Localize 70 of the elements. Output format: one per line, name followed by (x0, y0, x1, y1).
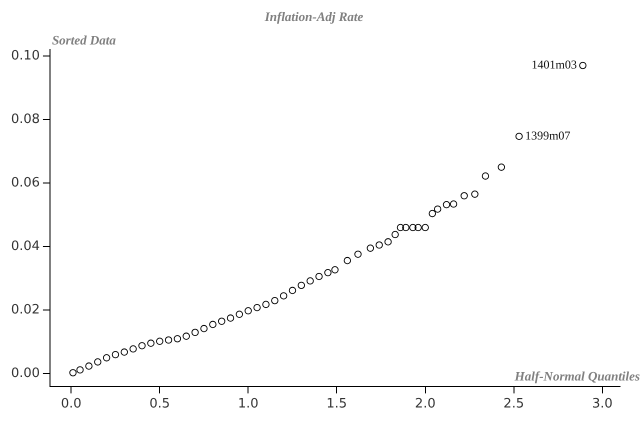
y-tick-label: 0.00 (10, 366, 40, 382)
point (306, 277, 314, 285)
point (298, 282, 305, 290)
point (191, 328, 199, 336)
point (288, 286, 296, 294)
point (579, 62, 586, 70)
x-tick-label: 2.5 (503, 396, 524, 412)
point (482, 172, 490, 180)
point (315, 272, 323, 280)
y-tick-label: 0.06 (10, 175, 40, 190)
point (280, 292, 288, 300)
point (174, 335, 182, 342)
point (450, 200, 458, 208)
y-tick-label: 0.10 (10, 48, 40, 64)
y-tick-label: 0.02 (10, 302, 40, 318)
point (76, 366, 84, 374)
point (130, 345, 137, 353)
point (442, 201, 450, 208)
point (200, 324, 208, 332)
point (344, 256, 352, 264)
annotation: 1401m03 (531, 58, 577, 72)
point (434, 205, 442, 213)
point (414, 224, 422, 232)
y-axis-title: Sorted Data (52, 32, 116, 48)
x-tick-label: 0.5 (149, 396, 170, 412)
point (69, 369, 77, 376)
point (253, 304, 261, 312)
point (460, 192, 468, 200)
point (428, 210, 436, 218)
point (156, 338, 164, 345)
point (515, 132, 523, 140)
x-tick-label: 1.5 (326, 396, 348, 412)
point (182, 332, 190, 340)
point (396, 224, 404, 232)
point (138, 342, 146, 350)
point (262, 300, 270, 308)
point (218, 318, 226, 325)
point (402, 224, 410, 232)
point (324, 269, 332, 276)
point (354, 250, 362, 258)
point (422, 224, 429, 232)
chart-title: Inflation-Adj Rate (264, 9, 364, 24)
annotation: 1399m07 (525, 128, 570, 142)
point (102, 354, 110, 362)
point (94, 358, 102, 366)
point (366, 244, 374, 252)
point (85, 362, 93, 370)
point (147, 340, 155, 347)
point (392, 230, 399, 238)
point (236, 310, 244, 318)
x-tick-label: 0.0 (60, 396, 82, 412)
x-axis-title: Half-Normal Quantiles (514, 368, 640, 384)
y-tick-label: 0.08 (10, 112, 40, 127)
point (409, 224, 417, 232)
point (271, 296, 278, 304)
x-tick-label: 1.0 (238, 396, 259, 412)
point (112, 350, 120, 358)
point (120, 348, 128, 356)
point (471, 190, 478, 198)
x-tick-label: 2.0 (414, 396, 436, 412)
point (244, 307, 252, 314)
x-tick-label: 3.0 (592, 396, 613, 412)
point (164, 336, 172, 344)
point (331, 266, 339, 274)
point (376, 241, 383, 249)
point (209, 320, 216, 328)
point (384, 238, 392, 246)
point (498, 164, 506, 171)
point (226, 314, 234, 322)
y-tick-label: 0.04 (10, 238, 40, 254)
